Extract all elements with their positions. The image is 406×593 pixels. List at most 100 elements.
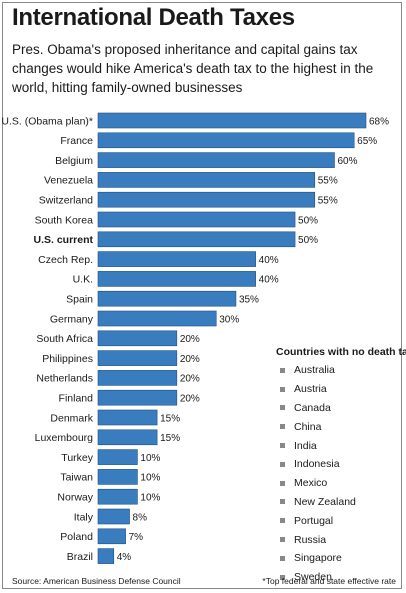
bullet-icon [280, 499, 285, 505]
value-label: 20% [180, 374, 200, 385]
category-label: Italy [74, 511, 94, 523]
value-label: 20% [180, 354, 200, 365]
country-name: Austria [294, 383, 327, 396]
bar [97, 488, 138, 505]
bar [97, 449, 138, 465]
country-name: India [294, 439, 317, 452]
value-label: 20% [180, 334, 200, 345]
value-label: 30% [219, 314, 239, 325]
bullet-icon [280, 574, 285, 580]
no-death-tax-item: Canada [276, 399, 400, 418]
value-label: 4% [117, 552, 132, 563]
value-label: 55% [318, 196, 338, 207]
no-death-tax-item: Mexico [276, 474, 400, 493]
value-label: 8% [133, 512, 148, 523]
bullet-icon [280, 461, 285, 467]
bar [97, 330, 178, 347]
category-label: U.S. current [33, 234, 93, 246]
footnote: *Top federal and state effective rate [262, 576, 396, 586]
chart-frame [2, 2, 402, 589]
value-label: 35% [239, 295, 259, 306]
value-label: 7% [129, 532, 144, 543]
value-label: 40% [259, 255, 279, 266]
value-label: 20% [180, 394, 200, 405]
category-label: Switzerland [39, 195, 93, 207]
no-death-tax-item: Austria [276, 380, 400, 399]
value-label: 55% [318, 176, 338, 187]
country-name: China [294, 420, 322, 433]
category-label: Luxembourg [35, 432, 94, 444]
category-label: Denmark [50, 412, 93, 424]
category-label: Norway [57, 492, 93, 504]
no-death-tax-item: Indonesia [276, 455, 400, 474]
bar [97, 469, 138, 485]
country-name: Canada [294, 401, 331, 414]
value-label: 50% [298, 235, 318, 246]
category-label: France [60, 135, 93, 147]
country-name: Portugal [294, 514, 334, 527]
bullet-icon [280, 443, 285, 449]
bullet-icon [280, 537, 285, 543]
bar [97, 251, 256, 267]
bar [97, 211, 296, 228]
bullet-icon [280, 405, 285, 411]
bar [97, 370, 178, 386]
country-name: Singapore [294, 552, 342, 565]
country-name: Mexico [294, 477, 328, 490]
value-label: 10% [140, 453, 160, 464]
bar [97, 172, 316, 188]
chart-title: International Death Taxes [12, 4, 295, 31]
bullet-icon [280, 518, 285, 524]
bar [97, 271, 256, 287]
no-death-tax-item: Singapore [276, 549, 400, 568]
bar [97, 350, 178, 366]
value-label: 10% [140, 493, 160, 504]
no-death-tax-title: Countries with no death tax [276, 346, 406, 358]
bar [97, 310, 217, 327]
category-label: Brazil [67, 551, 93, 563]
bullet-icon [280, 480, 285, 486]
bar [97, 389, 178, 406]
category-label: Germany [50, 313, 94, 325]
no-death-tax-item: Portugal [276, 511, 400, 530]
bar [97, 429, 158, 446]
bar [97, 548, 115, 564]
bar [97, 528, 126, 545]
no-death-tax-item: New Zealand [276, 493, 400, 512]
category-label: Philippines [42, 353, 93, 365]
bullet-icon [280, 555, 285, 561]
no-death-tax-item: China [276, 417, 400, 436]
bar [97, 152, 335, 168]
bar [97, 231, 296, 248]
category-label: Belgium [55, 155, 93, 167]
bar [97, 112, 367, 129]
category-label: Netherlands [36, 373, 93, 385]
bar [97, 191, 316, 208]
value-label: 60% [337, 156, 357, 167]
value-label: 15% [160, 413, 180, 424]
category-label: Czech Rep. [38, 254, 93, 266]
category-label: Turkey [61, 452, 93, 464]
bullet-icon [280, 386, 285, 392]
no-death-tax-item: Russia [276, 530, 400, 549]
no-death-tax-list: Countries with no death tax Australia Aus… [276, 346, 406, 587]
bar [97, 409, 158, 426]
chart-subtitle: Pres. Obama's proposed inheritance and c… [12, 42, 374, 95]
no-death-tax-item: India [276, 436, 400, 455]
value-label: 65% [357, 136, 377, 147]
country-name: Sweden [294, 571, 332, 584]
source-note: Source: American Business Defense Counci… [12, 576, 181, 586]
country-name: Indonesia [294, 458, 340, 471]
category-label: Spain [66, 294, 93, 306]
value-label: 40% [259, 275, 279, 286]
category-label: Poland [60, 531, 93, 543]
category-label: U.S. (Obama plan)* [1, 115, 93, 127]
value-label: 15% [160, 433, 180, 444]
bar [97, 132, 355, 149]
category-label: South Korea [35, 214, 94, 226]
category-label: Venezuela [44, 175, 93, 187]
country-name: Australia [294, 364, 335, 377]
bullet-icon [280, 367, 285, 373]
country-name: Russia [294, 533, 327, 546]
